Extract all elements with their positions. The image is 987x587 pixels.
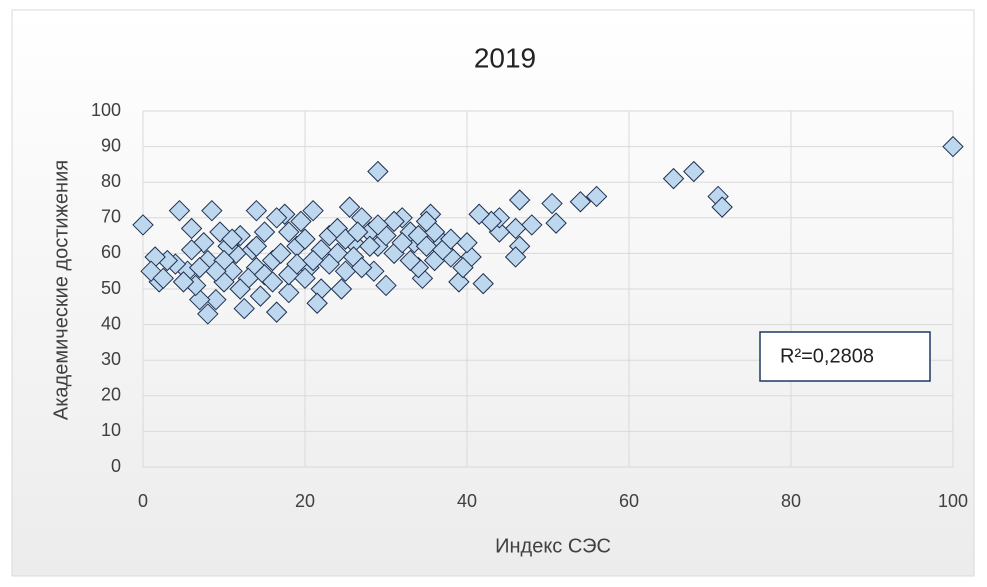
annotation-box — [759, 331, 931, 382]
point — [294, 267, 316, 290]
point — [265, 301, 288, 323]
point — [375, 274, 397, 297]
point — [415, 210, 438, 233]
point — [338, 196, 361, 218]
point — [294, 228, 316, 250]
point — [683, 160, 705, 183]
point — [265, 207, 288, 229]
point — [346, 221, 369, 243]
x-tick-label: 80 — [781, 491, 801, 511]
y-tick-label: 100 — [91, 100, 121, 120]
point — [221, 228, 243, 250]
point — [188, 256, 211, 279]
point — [440, 228, 462, 250]
y-tick-label: 40 — [101, 313, 121, 333]
point — [521, 214, 543, 236]
point — [253, 221, 276, 243]
point — [711, 196, 733, 218]
x-tick-label: 20 — [295, 491, 315, 511]
y-tick-label: 50 — [101, 278, 121, 298]
point — [172, 271, 195, 293]
annotation: R²=0,2808 — [780, 345, 874, 367]
x-tick-label: 60 — [619, 491, 639, 511]
x-axis-label: Индекс СЭС — [495, 535, 611, 557]
x-tick-label: 0 — [138, 491, 148, 511]
point — [399, 249, 422, 272]
x-tick-label: 100 — [938, 491, 968, 511]
point — [278, 221, 300, 243]
chart-frame — [11, 9, 975, 577]
point — [415, 235, 438, 257]
y-tick-label: 80 — [101, 171, 121, 191]
y-axis-label: Академические достижения — [50, 160, 72, 420]
point — [359, 235, 381, 257]
x-tick-label: 40 — [457, 491, 477, 511]
point — [367, 160, 389, 183]
point — [152, 267, 174, 290]
point — [585, 185, 608, 208]
point — [197, 303, 219, 325]
point — [229, 278, 251, 300]
point — [468, 203, 490, 225]
point — [545, 212, 567, 234]
point — [302, 199, 324, 222]
point — [391, 232, 413, 254]
y-tick-label: 0 — [111, 456, 121, 476]
point — [383, 210, 405, 233]
point — [168, 199, 191, 222]
point — [541, 192, 563, 215]
point — [508, 189, 531, 211]
point — [249, 285, 272, 307]
chart-title: 2019 — [474, 42, 536, 73]
point — [201, 199, 223, 222]
point — [452, 256, 474, 279]
y-tick-label: 10 — [101, 420, 121, 440]
point — [942, 135, 964, 158]
point — [662, 167, 685, 190]
y-tick-label: 70 — [101, 207, 121, 227]
point — [180, 239, 203, 261]
point — [504, 246, 527, 268]
point — [472, 272, 494, 295]
point — [367, 214, 389, 236]
y-tick-label: 60 — [101, 242, 121, 262]
point — [269, 242, 292, 265]
point — [569, 191, 592, 213]
point — [330, 278, 353, 300]
y-tick-label: 30 — [101, 349, 121, 369]
point — [302, 249, 324, 272]
point — [504, 217, 527, 240]
point — [245, 235, 268, 257]
point — [233, 297, 255, 320]
point — [132, 214, 154, 236]
point — [290, 210, 312, 233]
point — [180, 217, 203, 240]
point — [205, 288, 227, 311]
point — [261, 271, 284, 293]
y-tick-label: 90 — [101, 135, 121, 155]
point — [245, 199, 268, 222]
point — [278, 281, 300, 304]
point — [306, 292, 328, 314]
y-tick-label: 20 — [101, 385, 121, 405]
point — [350, 256, 373, 279]
